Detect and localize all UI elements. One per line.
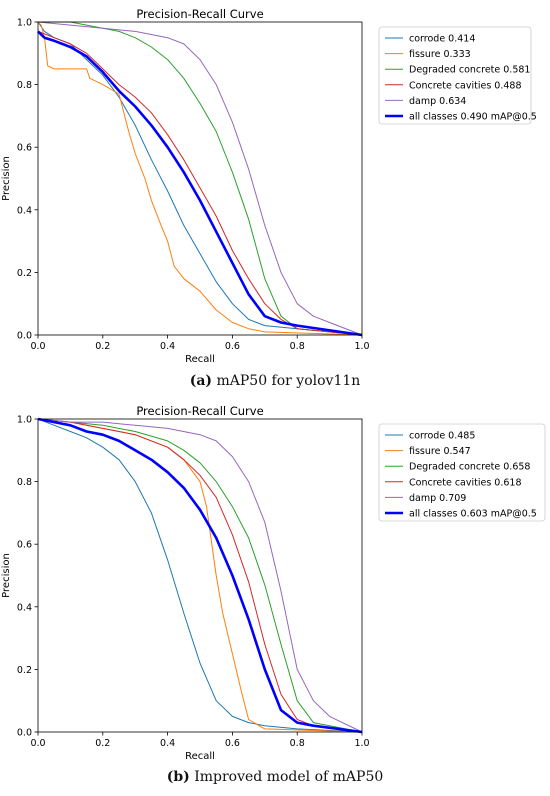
legend-label-fissure: fissure 0.547 (409, 446, 471, 457)
y-axis-label: Precision (1, 156, 12, 201)
x-axis-label: Recall (185, 751, 215, 762)
y-tick-label: 0.8 (17, 80, 32, 91)
series-line-degraded (37, 418, 363, 733)
legend-label-damp: damp 0.634 (409, 96, 466, 107)
y-tick-label: 0.4 (17, 602, 32, 613)
caption-a-label: (a) (189, 373, 213, 389)
x-tick-label: 0.0 (30, 738, 45, 749)
legend-label-all: all classes 0.490 mAP@0.5 (409, 112, 537, 123)
x-tick-label: 0.8 (290, 738, 305, 749)
series-line-damp (37, 418, 363, 733)
chart-title: Precision-Recall Curve (136, 404, 263, 418)
plot-frame (37, 418, 363, 733)
series-line-degraded (38, 21, 363, 336)
legend-label-all: all classes 0.603 mAP@0.5 (409, 509, 537, 520)
y-tick-label: 0.0 (17, 331, 32, 342)
x-tick-label: 0.4 (160, 738, 175, 749)
chart-title: Precision-Recall Curve (136, 7, 263, 21)
plot-frame (37, 21, 363, 336)
y-tick-label: 0.0 (17, 728, 32, 739)
x-tick-label: 0.2 (95, 341, 110, 352)
series-line-all (37, 30, 363, 337)
series-line-cavities (37, 30, 363, 336)
caption-b-text: Improved model of mAP50 (189, 769, 384, 785)
y-tick-label: 1.0 (17, 415, 32, 426)
x-tick-label: 0.0 (30, 341, 45, 352)
legend-label-damp: damp 0.709 (409, 493, 466, 504)
y-tick-label: 0.8 (17, 477, 32, 488)
series-line-fissure (37, 418, 363, 733)
y-tick-label: 0.2 (17, 665, 32, 676)
x-tick-label: 1.0 (354, 341, 369, 352)
legend-label-degraded: Degraded concrete 0.658 (409, 462, 530, 473)
x-axis-label: Recall (185, 354, 215, 365)
series-line-fissure (37, 21, 363, 336)
caption-b: (b) Improved model of mAP50 (0, 769, 550, 785)
legend-label-fissure: fissure 0.333 (409, 49, 471, 60)
y-tick-label: 0.4 (17, 205, 32, 216)
legend-label-cavities: Concrete cavities 0.618 (409, 477, 522, 488)
pr-chart-b: 0.0 0.2 0.4 0.6 0.8 1.0 0.0 0.2 0.4 0.6 0.8 1.0 Prec… (1, 404, 546, 762)
legend-label-corrode: corrode 0.485 (409, 431, 475, 442)
y-tick-label: 0.6 (17, 143, 32, 154)
y-tick-label: 0.6 (17, 540, 32, 551)
x-tick-label: 0.8 (290, 341, 305, 352)
x-tick-label: 1.0 (354, 738, 369, 749)
legend-box (378, 26, 532, 125)
y-axis-label: Precision (1, 553, 12, 598)
legend-label-degraded: Degraded concrete 0.581 (409, 65, 530, 76)
legend-label-cavities: Concrete cavities 0.488 (409, 80, 522, 91)
series-line-cavities (37, 418, 363, 733)
x-tick-label: 0.2 (95, 738, 110, 749)
y-tick-label: 1.0 (17, 18, 32, 29)
caption-b-label: (b) (166, 769, 190, 785)
x-tick-label: 0.6 (225, 341, 240, 352)
series-line-damp (37, 21, 363, 336)
pr-chart-a: 0.0 0.2 0.4 0.6 0.8 1.0 0.0 0.2 0.4 0.6 0.8 1.0 Prec… (1, 7, 537, 365)
legend-label-corrode: corrode 0.414 (409, 34, 475, 45)
caption-a-text: mAP50 for yolov11n (212, 373, 361, 389)
series-line-corrode (37, 418, 363, 733)
series-line-all (37, 417, 363, 734)
caption-a: (a) mAP50 for yolov11n (0, 373, 550, 389)
y-tick-label: 0.2 (17, 268, 32, 279)
x-tick-label: 0.6 (225, 738, 240, 749)
x-tick-label: 0.4 (160, 341, 175, 352)
legend-box (378, 423, 546, 522)
